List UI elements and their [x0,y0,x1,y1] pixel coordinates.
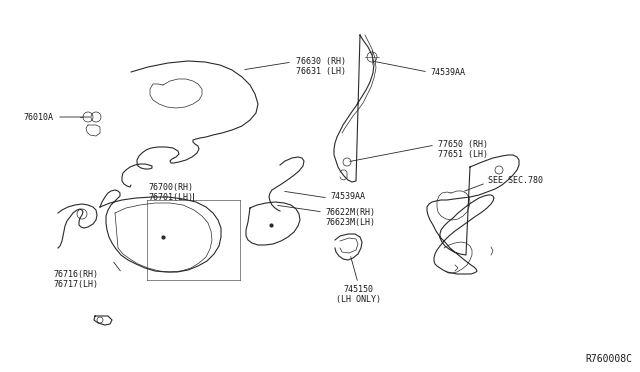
Text: 76622M(RH)
76623M(LH): 76622M(RH) 76623M(LH) [325,208,375,227]
Text: 74539AA: 74539AA [330,192,365,201]
Text: SEE SEC.780: SEE SEC.780 [488,176,543,185]
Text: 76010A: 76010A [23,112,53,122]
Text: 76630 (RH)
76631 (LH): 76630 (RH) 76631 (LH) [296,57,346,76]
Text: 76716(RH)
76717(LH): 76716(RH) 76717(LH) [53,270,98,289]
Text: R760008C: R760008C [585,354,632,364]
Text: 745150
(LH ONLY): 745150 (LH ONLY) [335,285,381,304]
Text: 74539AA: 74539AA [430,67,465,77]
Text: 77650 (RH)
77651 (LH): 77650 (RH) 77651 (LH) [438,140,488,159]
Text: 76700(RH)
76701(LH): 76700(RH) 76701(LH) [148,183,193,202]
